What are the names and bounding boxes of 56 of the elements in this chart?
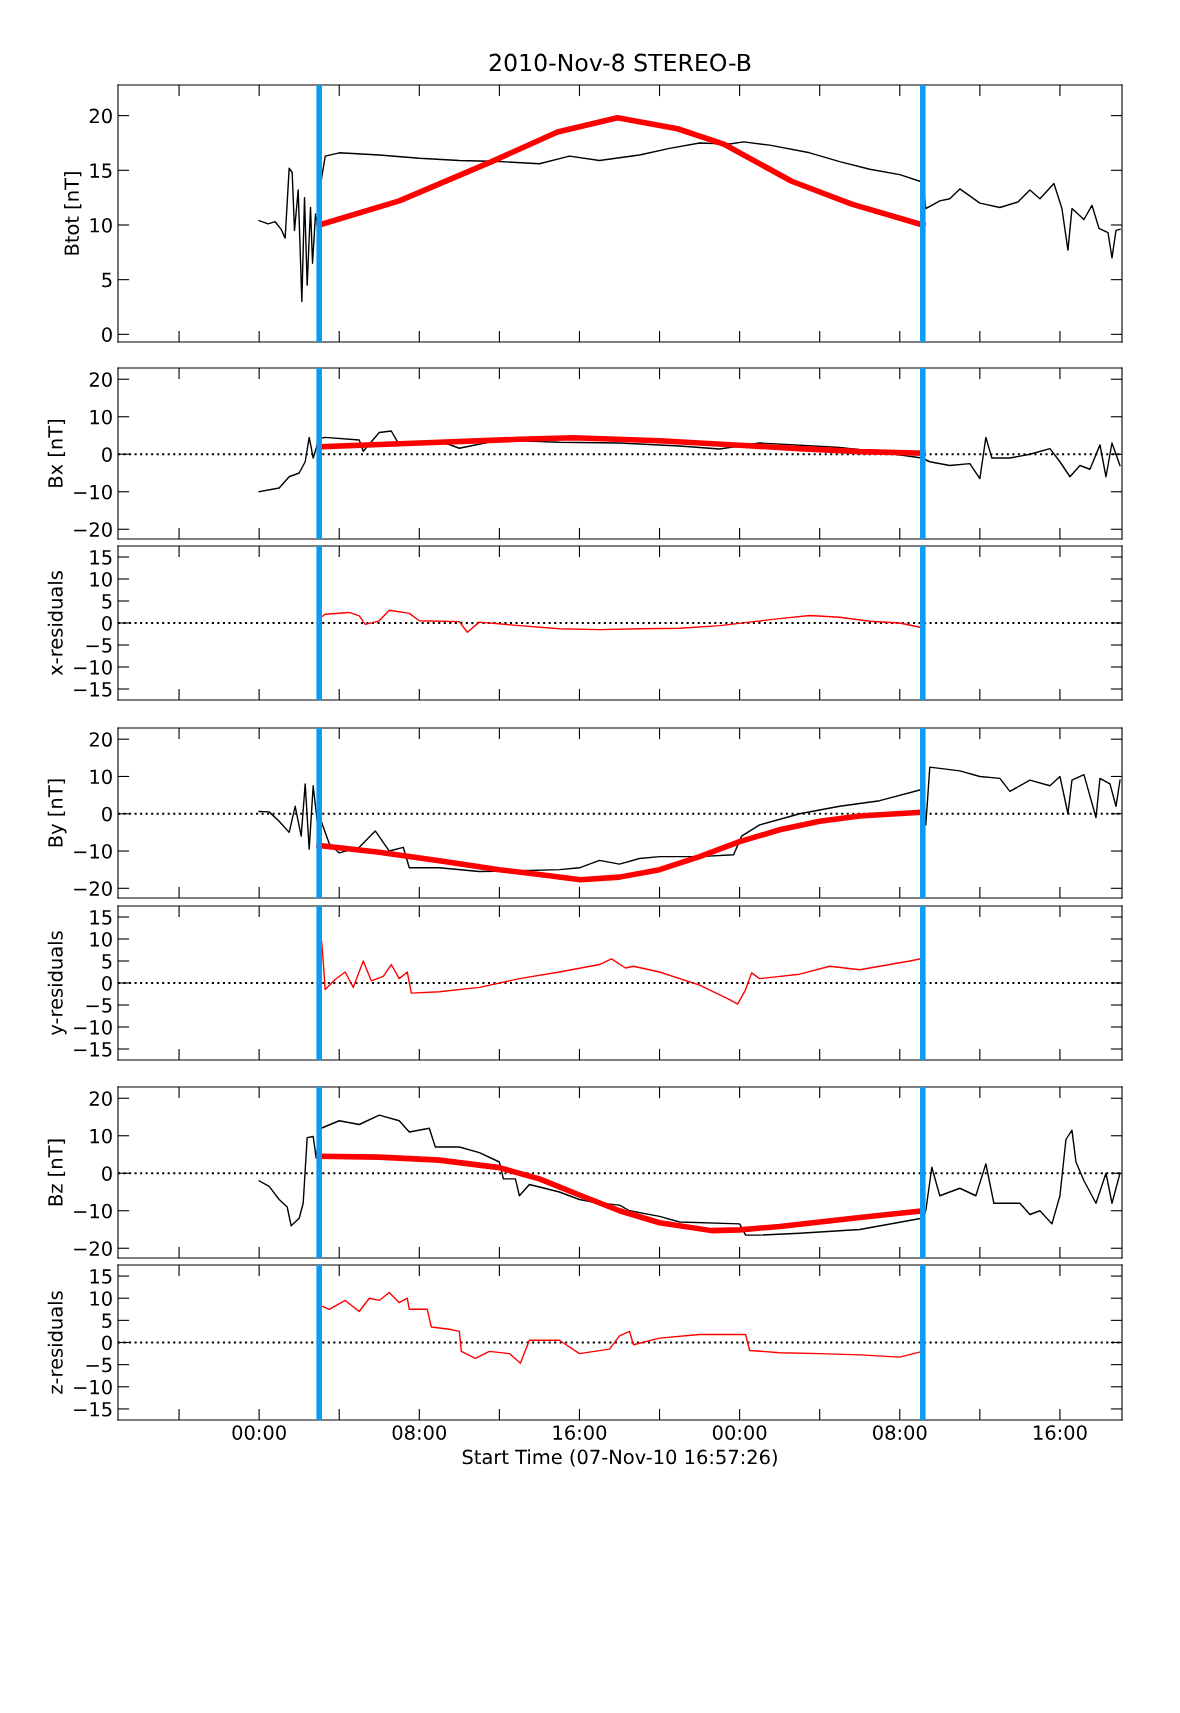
y-tick-label: 5 [102,594,112,609]
x-tick-label: 16:00 [1034,1425,1087,1440]
x-tick-label: 08:00 [392,1425,447,1440]
y-tick-label: −5 [86,998,112,1013]
y-tick-label: −10 [74,1019,112,1035]
y-tick-label: 15 [90,163,112,178]
x-axis-title: Start Time (07-Nov-10 16:57:26) [462,1449,777,1467]
y-axis-title: y-residuals [47,931,67,1036]
y-tick-label: 5 [102,954,112,969]
y-tick-label: −5 [86,1357,112,1373]
y-tick-label: 0 [102,615,112,631]
y-tick-label: 0 [102,1335,112,1351]
y-tick-label: 10 [90,931,112,947]
y-tick-label: 15 [90,1269,112,1284]
y-tick-label: −15 [74,682,112,697]
y-tick-label: 20 [89,372,112,387]
y-tick-label: −5 [86,638,112,653]
y-tick-label: 10 [90,409,112,425]
chart-title: 2010-Nov-8 STEREO-B [489,53,751,72]
y-tick-label: 0 [102,447,112,462]
y-tick-label: 5 [102,272,112,288]
y-tick-label: 10 [90,217,112,233]
y-tick-label: −15 [74,1042,112,1057]
y-tick-label: 10 [90,1291,112,1306]
y-tick-label: 20 [89,108,112,124]
y-axis-title: z-residuals [47,1291,63,1394]
y-tick-label: −10 [74,1379,112,1395]
y-tick-label: −15 [74,1402,112,1417]
x-tick-label: 08:00 [873,1425,927,1440]
y-tick-label: 0 [102,1166,112,1181]
y-tick-label: 20 [89,732,112,747]
y-tick-label: 15 [90,910,112,925]
y-tick-label: 0 [102,975,112,991]
y-tick-label: 10 [90,769,112,785]
y-tick-label: −20 [74,522,112,537]
y-tick-label: 0 [102,806,112,822]
y-tick-label: −20 [74,1241,112,1256]
y-axis-title: Bx [nT] [47,419,66,487]
y-tick-label: 15 [90,550,112,565]
y-axis-title: Btot [nT] [64,172,82,255]
y-tick-label: −10 [74,659,112,675]
y-tick-label: 0 [102,327,112,343]
y-tick-label: −10 [74,484,112,500]
y-tick-label: 10 [90,1128,112,1144]
x-tick-label: 00:00 [712,1425,767,1440]
y-tick-label: −20 [74,881,112,896]
x-tick-label: 00:00 [232,1425,286,1440]
x-tick-label: 16:00 [553,1425,607,1440]
y-axis-title: Bz [nT] [47,1139,66,1206]
y-tick-label: 10 [90,571,112,587]
y-tick-label: 5 [102,1313,112,1329]
y-tick-label: 20 [89,1091,112,1106]
y-tick-label: −10 [74,843,112,859]
y-tick-label: −10 [74,1203,112,1219]
y-axis-title: By [nT] [47,779,67,847]
y-axis-title: x-residuals [47,571,63,676]
